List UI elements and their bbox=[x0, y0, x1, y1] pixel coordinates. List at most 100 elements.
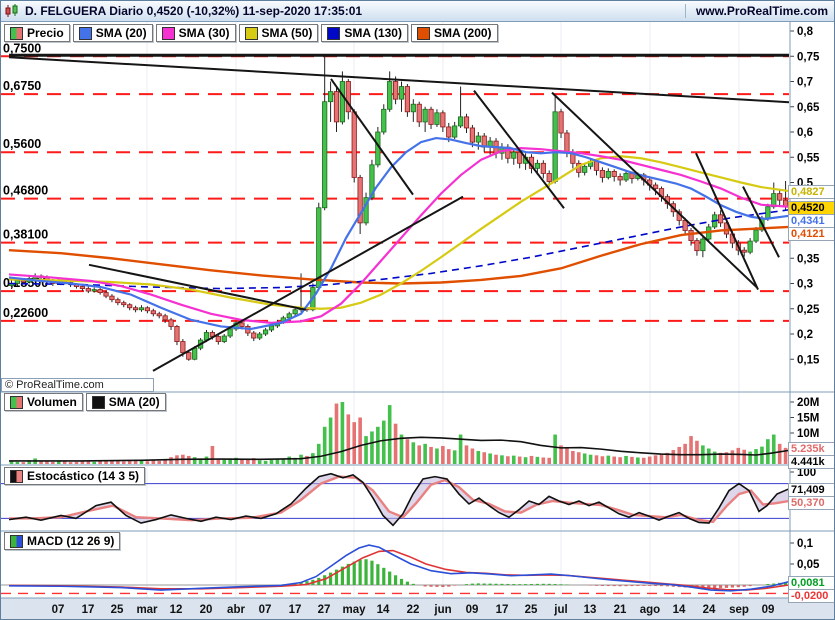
macd-histogram-bar bbox=[541, 583, 545, 585]
volume-bar bbox=[121, 461, 126, 464]
volume-bar bbox=[760, 446, 764, 464]
macd-axis-tick: 0,1 bbox=[797, 538, 814, 550]
x-axis-label: 25 bbox=[111, 604, 124, 616]
macd-axis-tick: 0,05 bbox=[797, 559, 820, 571]
sma20-value-label: 0,4341 bbox=[788, 214, 834, 228]
x-axis-label: 17 bbox=[289, 604, 302, 616]
volume-bar bbox=[311, 453, 315, 464]
legend-volume-0[interactable]: Volumen bbox=[4, 393, 83, 411]
volume-bar bbox=[216, 459, 221, 464]
legend-swatch-icon bbox=[327, 26, 341, 40]
macd-histogram-bar bbox=[423, 585, 427, 587]
macd-histogram-bar bbox=[523, 584, 528, 585]
volume-bar bbox=[529, 455, 534, 464]
volume-bar bbox=[21, 462, 26, 464]
sma50-value-label: 0,4827 bbox=[788, 185, 834, 199]
legend-price-0[interactable]: Precio bbox=[4, 24, 70, 42]
x-axis-label: sep bbox=[729, 604, 749, 616]
legend-price-3[interactable]: SMA (50) bbox=[238, 24, 319, 42]
x-axis-label: 07 bbox=[52, 604, 65, 616]
volume-bar bbox=[541, 457, 546, 464]
macd-histogram-bar bbox=[464, 584, 469, 585]
volume-bar bbox=[588, 454, 593, 464]
legend-macd-0[interactable]: MACD (12 26 9) bbox=[4, 532, 121, 550]
x-axis-strip bbox=[1, 598, 834, 619]
volume-bar bbox=[316, 443, 321, 464]
x-axis-label: 09 bbox=[762, 604, 775, 616]
macd-histogram-bar bbox=[334, 569, 339, 585]
macd-histogram-bar bbox=[388, 571, 392, 585]
volume-bar bbox=[393, 423, 398, 464]
volume-bar bbox=[647, 456, 652, 464]
volume-bar bbox=[689, 436, 693, 464]
volume-bar bbox=[730, 450, 735, 464]
x-axis-label: 17 bbox=[82, 604, 95, 616]
trend-line[interactable] bbox=[695, 152, 759, 290]
sma200-value-label: 0,4121 bbox=[788, 227, 834, 241]
x-axis-label: 13 bbox=[584, 604, 597, 616]
macd-histogram-bar bbox=[642, 585, 646, 586]
volume-bar bbox=[417, 445, 422, 464]
volume-bar bbox=[446, 449, 451, 464]
trend-line[interactable] bbox=[8, 56, 790, 104]
legend-price-1[interactable]: SMA (20) bbox=[72, 24, 153, 42]
macd-line[interactable] bbox=[8, 544, 790, 592]
volume-bar bbox=[405, 439, 410, 464]
volume-bar bbox=[641, 457, 646, 464]
volume-bar bbox=[334, 403, 339, 464]
macd-value-label: 0,0081 bbox=[788, 576, 834, 590]
volume-bar bbox=[246, 459, 250, 464]
candlesticks[interactable] bbox=[8, 56, 789, 361]
volume-bar bbox=[783, 447, 788, 464]
trend-line[interactable] bbox=[473, 89, 565, 209]
sma-line[interactable] bbox=[8, 147, 790, 324]
legend-price-2[interactable]: SMA (30) bbox=[155, 24, 236, 42]
legend-swatch-icon bbox=[10, 469, 23, 483]
trend-line[interactable] bbox=[742, 186, 780, 258]
macd-histogram-bar bbox=[748, 585, 752, 587]
sma-line[interactable] bbox=[8, 225, 790, 285]
stochastic-k-line[interactable] bbox=[8, 472, 790, 527]
volume-bar bbox=[322, 426, 327, 464]
price-axis-tick: 0,15 bbox=[797, 354, 820, 366]
macd-histogram-bar bbox=[653, 585, 658, 587]
macd-histogram-bar bbox=[618, 585, 622, 587]
trend-line[interactable] bbox=[152, 195, 464, 372]
volume-sma-value-label: 4.441k bbox=[788, 455, 834, 469]
sma-line[interactable] bbox=[8, 155, 790, 310]
sma-line[interactable] bbox=[8, 208, 790, 290]
volume-bar bbox=[754, 449, 758, 464]
volume-bar bbox=[86, 461, 91, 464]
x-axis-label: 12 bbox=[170, 604, 183, 616]
volume-bar bbox=[287, 456, 292, 464]
trend-line[interactable] bbox=[88, 263, 307, 311]
x-axis-label: may bbox=[342, 604, 366, 616]
volume-bar bbox=[381, 420, 386, 464]
volume-bar bbox=[169, 457, 173, 464]
volume-bar bbox=[293, 457, 297, 464]
macd-histogram-bar bbox=[707, 585, 711, 589]
macd-histogram-bar bbox=[783, 582, 788, 585]
trend-line[interactable] bbox=[551, 91, 758, 289]
legend-volume-1[interactable]: SMA (20) bbox=[85, 393, 166, 411]
legend-label: SMA (50) bbox=[261, 26, 313, 40]
macd-histogram-bar bbox=[588, 585, 593, 586]
stochastic-k-value-label: 71,409 bbox=[788, 483, 834, 497]
legend-stochastic-0[interactable]: Estocástico (14 3 5) bbox=[4, 467, 146, 485]
legend-price-4[interactable]: SMA (130) bbox=[321, 24, 408, 42]
legend-price-5[interactable]: SMA (200) bbox=[410, 24, 498, 42]
volume-bar bbox=[328, 417, 333, 464]
macd-histogram-bar bbox=[559, 584, 563, 585]
macd-histogram-bar bbox=[772, 583, 776, 585]
volume-bar bbox=[511, 455, 516, 464]
sma-line[interactable] bbox=[8, 136, 790, 331]
legend-swatch-icon bbox=[91, 395, 105, 409]
volume-bar bbox=[364, 436, 368, 464]
volume-sma-line[interactable] bbox=[9, 436, 790, 462]
macd-histogram-bar bbox=[346, 563, 350, 585]
macd-histogram-bar bbox=[370, 560, 374, 585]
trend-line[interactable] bbox=[330, 78, 414, 196]
prorealtime-site-link[interactable]: www.ProRealTime.com bbox=[684, 4, 830, 18]
